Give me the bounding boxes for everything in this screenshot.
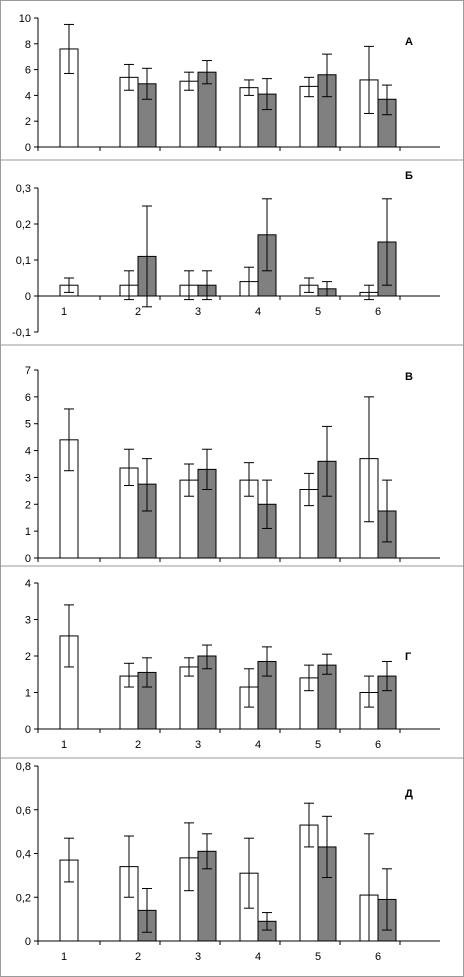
panel-1-y-tick-label: 4 (25, 90, 31, 102)
panel-1-bar-4-s1 (239, 87, 259, 148)
panel-2-y-tick-label: 0,1 (16, 255, 31, 267)
panel-5-y-tick-label: 0,8 (16, 761, 31, 773)
panel-1-y-tick-label: 2 (25, 116, 31, 128)
panel-2-title: Б (405, 170, 413, 182)
panel-3-y-tick-label: 5 (25, 419, 31, 431)
panel-1-bar-3-s1 (179, 80, 199, 148)
panel-2-category-label: 5 (315, 306, 321, 318)
panel-5-category-label: 6 (375, 951, 381, 963)
panel-4-title: Г (405, 651, 412, 663)
panel-3-y-tick-label: 0 (25, 553, 31, 565)
panel-4-category-label: 2 (135, 739, 141, 751)
panel-5-y-tick-label: 0,2 (16, 892, 31, 904)
panel-5-category-label: 5 (315, 951, 321, 963)
panel-2-y-tick-label: 0 (25, 291, 31, 303)
panel-5-title: Д (405, 788, 413, 800)
panel-2-category-label: 2 (135, 306, 141, 318)
panel-4-y-tick-label: 3 (25, 615, 31, 627)
panel-5-category-label: 3 (195, 951, 201, 963)
panel-3-y-tick-label: 7 (25, 365, 31, 377)
panel-1-y-tick-label: 6 (25, 65, 31, 77)
panel-1-y-tick-label: 8 (25, 39, 31, 51)
panel-4-category-label: 5 (315, 739, 321, 751)
panel-4-category-label: 4 (255, 739, 261, 751)
panel-4-y-tick-label: 0 (25, 724, 31, 736)
panel-5-category-label: 1 (61, 951, 67, 963)
panel-5-y-tick-label: 0,6 (16, 805, 31, 817)
panel-2-category-label: 1 (61, 306, 67, 318)
panel-2-category-label: 6 (375, 306, 381, 318)
panel-5-category-label: 4 (255, 951, 261, 963)
panel-2-y-tick-label: 0,2 (16, 219, 31, 231)
panel-3-y-tick-label: 4 (25, 446, 31, 458)
panel-3-y-tick-label: 1 (25, 526, 31, 538)
panel-5-y-tick-label: 0,4 (16, 849, 31, 861)
panel-5-category-label: 2 (135, 951, 141, 963)
panel-3-y-tick-label: 6 (25, 392, 31, 404)
panel-3-y-tick-label: 2 (25, 499, 31, 511)
panel-2-y-tick-label: -0,1 (12, 327, 31, 339)
panel-2-category-label: 3 (195, 306, 201, 318)
panel-4-y-tick-label: 2 (25, 651, 31, 663)
panel-4-y-tick-label: 4 (25, 578, 31, 590)
panel-4-category-label: 6 (375, 739, 381, 751)
panel-4-category-label: 1 (61, 739, 67, 751)
panel-1-y-tick-label: 10 (19, 13, 31, 25)
panel-3-y-tick-label: 3 (25, 472, 31, 484)
panel-2-y-tick-label: 0,3 (16, 183, 31, 195)
panel-2-category-label: 4 (255, 306, 261, 318)
panel-4-y-tick-label: 1 (25, 688, 31, 700)
panel-1-y-tick-label: 0 (25, 142, 31, 154)
panel-3-title: В (405, 371, 413, 383)
panel-1-title: А (405, 36, 413, 48)
panel-5-y-tick-label: 0 (25, 936, 31, 948)
panel-4-category-label: 3 (195, 739, 201, 751)
